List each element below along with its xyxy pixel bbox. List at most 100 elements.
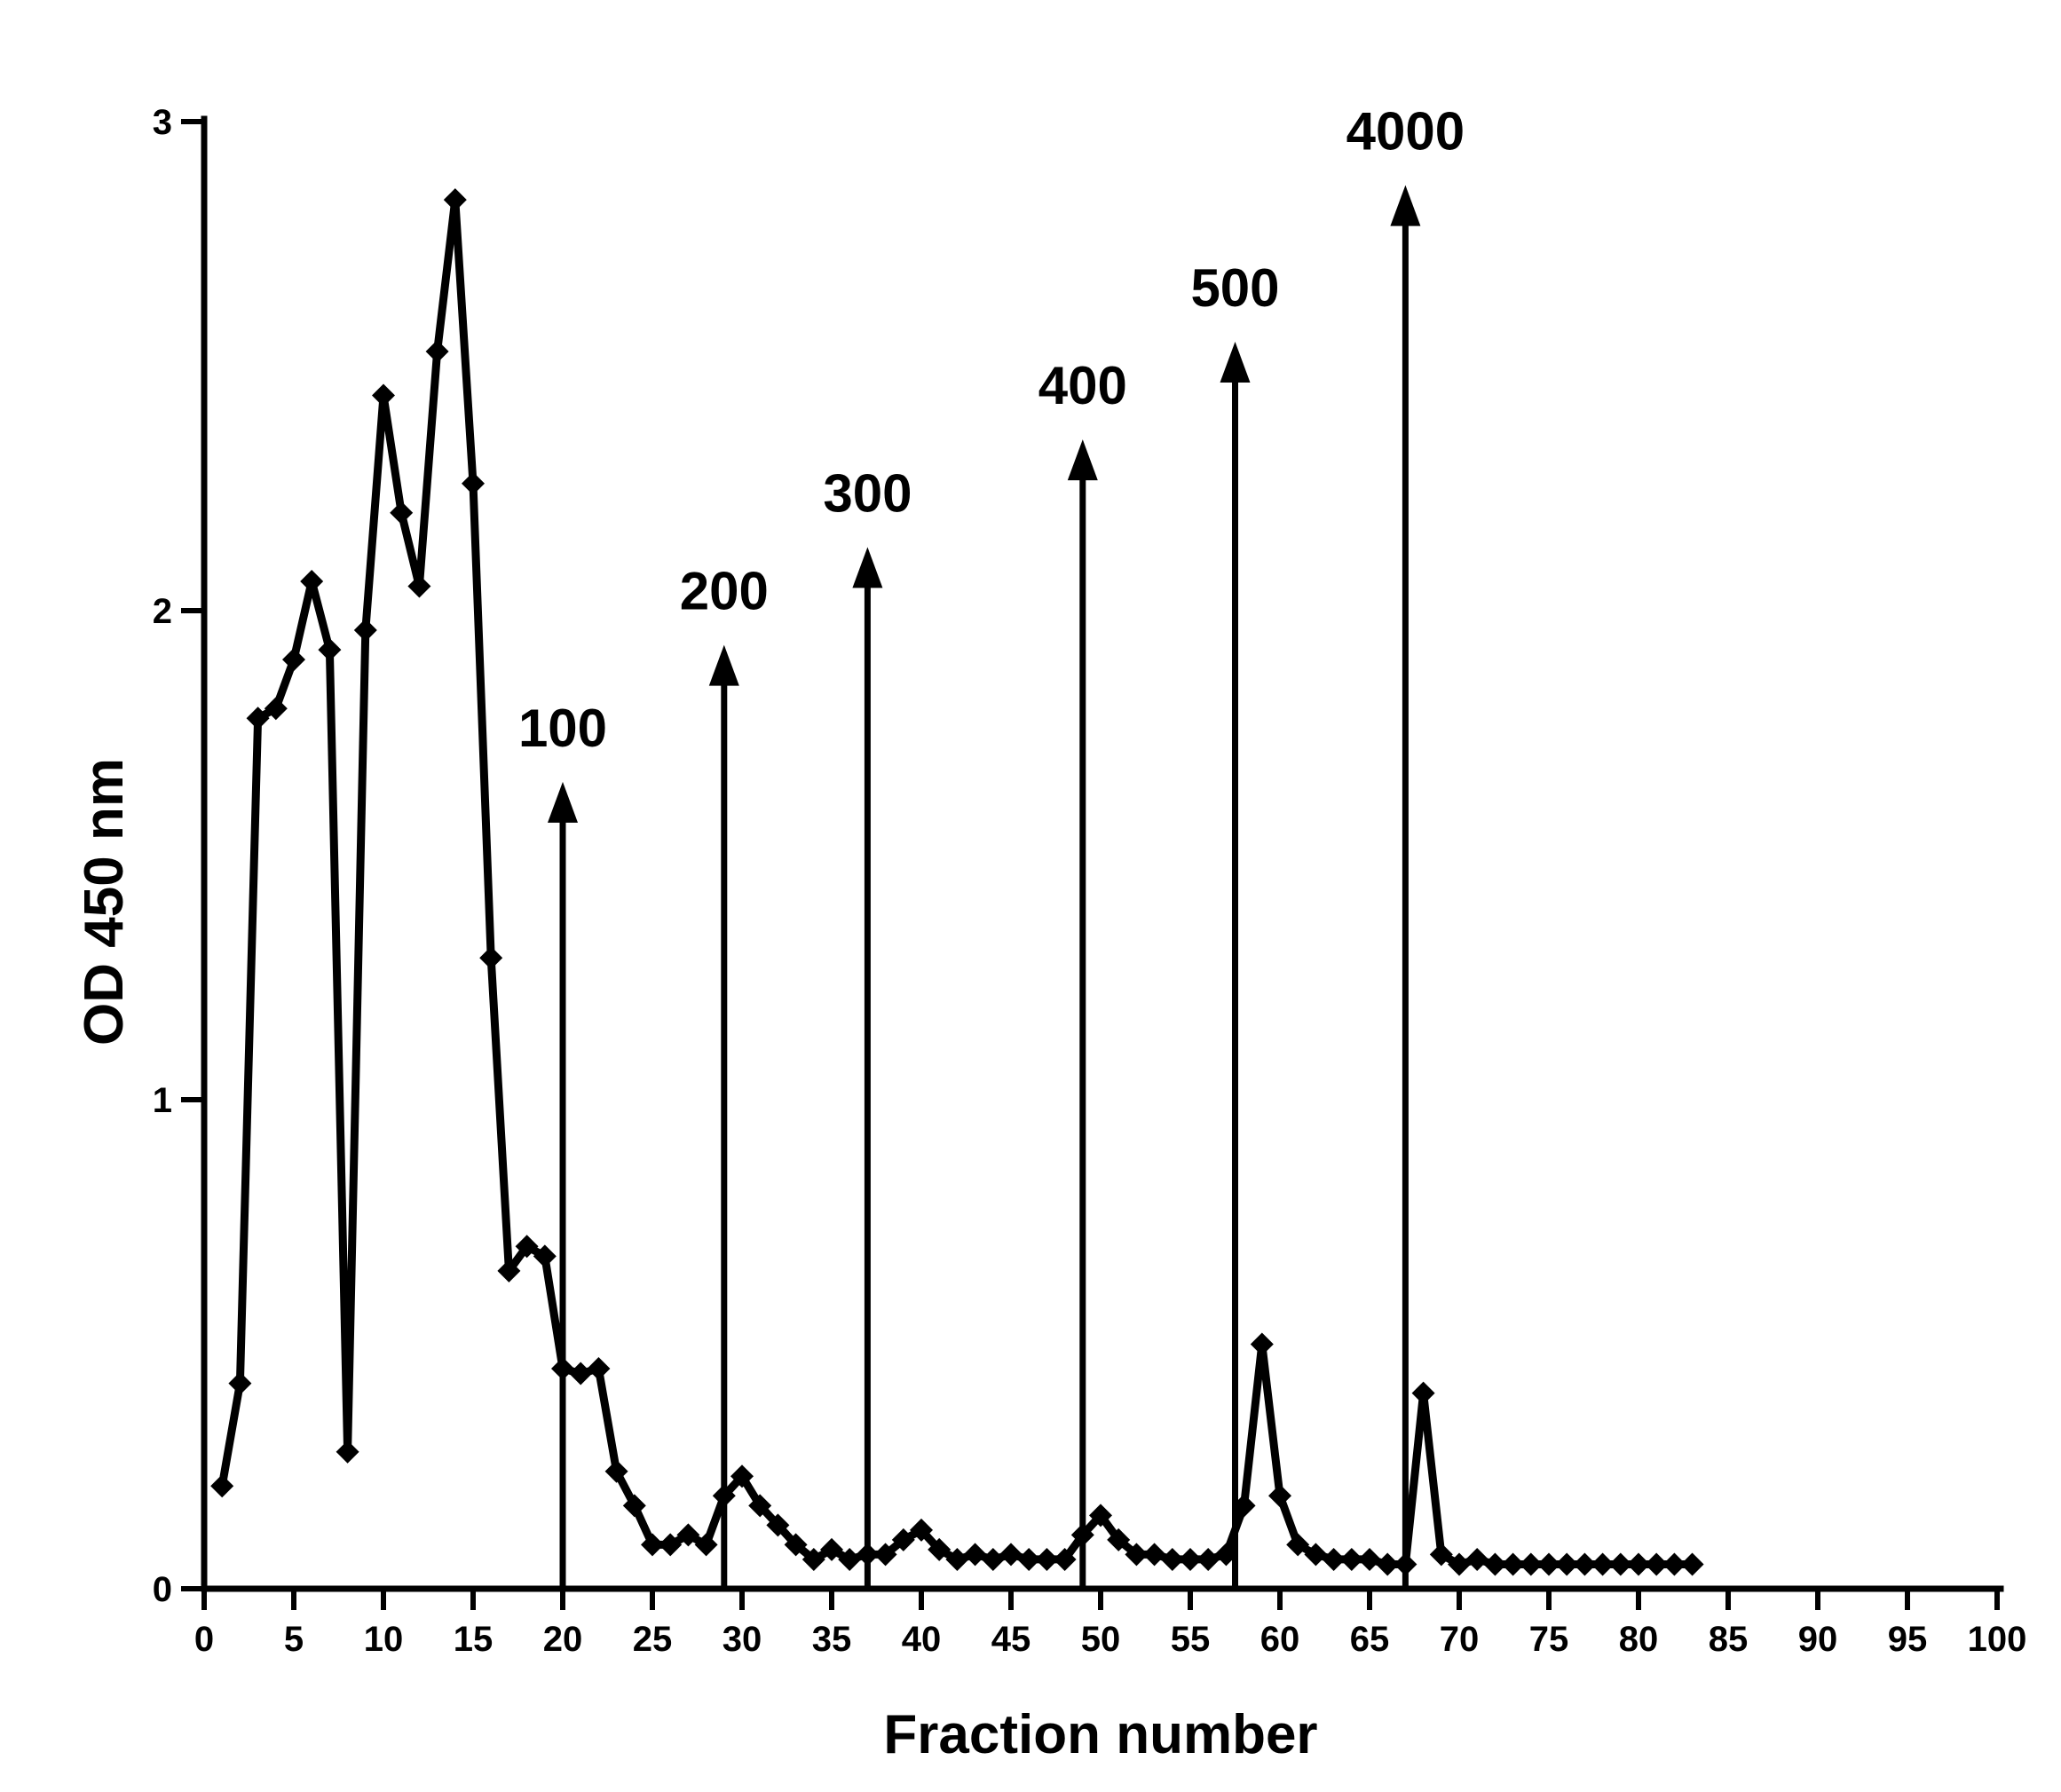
data-point [910,1518,933,1542]
x-axis-ticks: 0 5 10 15 20 25 30 35 40 45 50 55 60 65 70 75 80 85 90 95 10… [194,1589,2027,1659]
annotation-label: 4000 [1346,102,1465,162]
data-point [318,638,342,662]
data-point [479,946,503,970]
data-point [1250,1332,1274,1356]
data-point [336,1440,359,1464]
x-tick-label: 70 [1440,1620,1480,1659]
x-tick-label: 65 [1350,1620,1390,1659]
data-point [802,1547,825,1571]
data-point [1358,1547,1381,1571]
data-point [1680,1552,1704,1576]
data-point [1573,1552,1597,1576]
x-tick-label: 10 [364,1620,404,1659]
data-point [533,1244,557,1268]
data-point [1125,1543,1149,1567]
data-point [462,471,485,495]
data-point [1555,1552,1579,1576]
data-point [694,1533,718,1557]
x-tick-label: 45 [991,1620,1031,1659]
annotation-arrow-head [548,781,578,823]
data-point [981,1547,1005,1571]
x-tick-label: 80 [1619,1620,1659,1659]
data-point [1160,1547,1184,1571]
x-tick-label: 0 [194,1620,214,1659]
data-point [407,574,431,598]
data-point [1142,1543,1166,1567]
annotation-arrow-head [852,547,883,588]
data-point [210,1474,234,1498]
data-point [963,1543,987,1567]
x-tick-label: 95 [1888,1620,1928,1659]
x-tick-label: 15 [454,1620,494,1659]
data-point [784,1533,808,1557]
data-point [999,1543,1023,1567]
data-point [1322,1547,1346,1571]
data-point [712,1484,736,1508]
annotation-arrow-head [1220,341,1251,383]
data-point [1483,1552,1507,1576]
x-tick-label: 50 [1081,1620,1121,1659]
data-point [604,1459,628,1483]
data-point [730,1464,754,1488]
x-tick-label: 25 [633,1620,673,1659]
y-tick-label: 3 [153,103,172,142]
data-point [1411,1381,1435,1405]
data-point [891,1528,915,1551]
data-point [928,1537,952,1561]
data-point [1376,1552,1400,1576]
data-point [1448,1552,1471,1576]
data-point [1089,1504,1112,1528]
data-point [838,1547,862,1571]
data-point [945,1547,969,1571]
data-series [210,188,1704,1576]
axes [201,115,2004,1592]
data-point [1662,1552,1686,1576]
data-point [228,1371,252,1395]
series-line [217,195,1693,1568]
y-axis-label: OD 450 nm [74,758,135,1046]
data-point [1465,1547,1489,1571]
data-point [766,1513,790,1537]
data-point [1645,1552,1669,1576]
data-point [282,648,305,672]
data-point [1107,1528,1131,1551]
data-point [300,569,324,593]
data-point [1339,1547,1363,1571]
data-point [587,1357,611,1381]
x-tick-label: 40 [902,1620,942,1659]
data-point [1196,1547,1220,1571]
data-point [1501,1552,1525,1576]
x-tick-label: 100 [1968,1620,2027,1659]
data-point [1591,1552,1615,1576]
data-point [1232,1494,1256,1518]
annotation-label: 100 [518,699,607,758]
x-axis-label: Fraction number [883,1704,1317,1765]
data-point [748,1494,772,1518]
data-point [1608,1552,1632,1576]
data-point [1035,1547,1059,1571]
data-point [1017,1547,1041,1571]
data-point [551,1357,574,1381]
data-point [622,1494,646,1518]
x-tick-label: 35 [812,1620,852,1659]
data-point [569,1362,593,1385]
x-tick-label: 85 [1709,1620,1749,1659]
x-tick-label: 5 [284,1620,304,1659]
data-point [443,188,467,212]
data-point [264,697,288,721]
data-point [1179,1547,1202,1571]
data-point [659,1533,683,1557]
data-point [1268,1484,1291,1508]
data-point [246,707,270,730]
data-point [1053,1547,1077,1571]
annotation-arrow-head [1067,439,1098,481]
data-point [676,1523,700,1547]
x-tick-label: 60 [1260,1620,1300,1659]
annotation-arrow-head [1390,185,1421,226]
x-tick-label: 55 [1171,1620,1211,1659]
data-point [1070,1523,1094,1547]
data-point [1286,1533,1310,1557]
data-point [1519,1552,1543,1576]
x-tick-label: 30 [723,1620,762,1659]
